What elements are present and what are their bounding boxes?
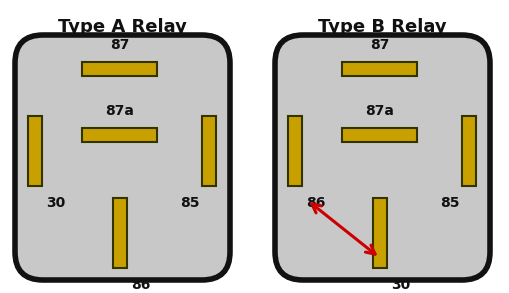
Bar <box>113 198 127 268</box>
Bar <box>28 116 42 186</box>
Text: 86: 86 <box>131 278 150 292</box>
FancyBboxPatch shape <box>15 35 230 280</box>
Text: 85: 85 <box>440 196 459 210</box>
Bar <box>342 128 416 142</box>
Text: 85: 85 <box>180 196 200 210</box>
FancyBboxPatch shape <box>274 35 489 280</box>
Text: Type A Relay: Type A Relay <box>58 18 186 36</box>
Bar <box>342 62 416 76</box>
Bar <box>82 62 157 76</box>
Text: Type B Relay: Type B Relay <box>317 18 445 36</box>
Text: 30: 30 <box>46 196 65 210</box>
Bar <box>461 116 475 186</box>
Text: 86: 86 <box>305 196 325 210</box>
Bar <box>372 198 386 268</box>
Bar <box>288 116 301 186</box>
Bar <box>202 116 216 186</box>
Text: 87: 87 <box>110 38 129 52</box>
Text: 87a: 87a <box>365 104 393 118</box>
Text: 30: 30 <box>390 278 409 292</box>
Text: 87: 87 <box>370 38 389 52</box>
Bar <box>82 128 157 142</box>
Text: 87a: 87a <box>105 104 134 118</box>
